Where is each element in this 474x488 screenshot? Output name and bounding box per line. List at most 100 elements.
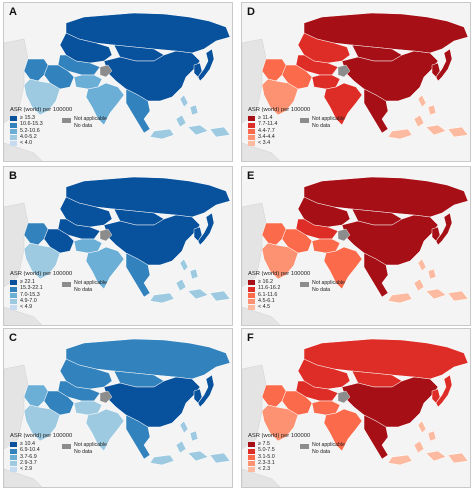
- legend-swatch: [248, 454, 255, 460]
- map-legend: ASR (world) per 100000 ≥ 7.5 5.0-7.5 3.1-5.…: [248, 433, 368, 473]
- legend-label: 2.3-3.1: [258, 459, 275, 466]
- legend-swatch: [10, 122, 17, 128]
- legend-label: 6.9-10.4: [20, 447, 40, 454]
- legend-label: 6.1-11.6: [258, 291, 278, 298]
- no-data-swatch: [300, 288, 309, 293]
- region-arabia: [261, 242, 299, 280]
- region-arabia: [23, 78, 61, 116]
- legend-entry: 3.7-6.9: [10, 454, 130, 460]
- map-panel-d: D ASR (world) per 100000 ≥ 11.4 7.7-11.4 4.4…: [241, 2, 471, 162]
- legend-entry: 6.9-10.4: [10, 447, 130, 454]
- legend-label: < 3.4: [258, 139, 271, 146]
- legend-swatch: [248, 128, 255, 134]
- legend-swatch: [10, 460, 17, 466]
- legend-swatch: [248, 448, 255, 454]
- region-insular: [387, 420, 469, 466]
- no-data-label: No data: [312, 122, 331, 129]
- no-data-label: No data: [74, 286, 93, 293]
- map-panel-c: C ASR (world) per 100000 ≥ 10.4 6.9-10.4 3.7…: [3, 328, 233, 488]
- legend-label: 5.2-10.6: [20, 127, 40, 134]
- context-land: [4, 38, 43, 161]
- no-data-swatch: [62, 124, 71, 129]
- region-iran: [43, 64, 75, 90]
- not-applicable-swatch: [300, 117, 309, 123]
- not-applicable-label: Not applicable: [74, 116, 107, 123]
- map-legend: ASR (world) per 100000 ≥ 10.4 6.9-10.4 3.7-…: [10, 433, 130, 473]
- legend-entry: < 4.0: [10, 140, 130, 147]
- region-middle-east: [23, 222, 49, 246]
- region-iran: [43, 228, 75, 254]
- not-applicable-label: Not applicable: [312, 442, 345, 449]
- panel-letter: F: [247, 332, 254, 344]
- legend-entry: 3.1-5.0: [248, 454, 368, 460]
- legend-entry: 4.4-7.7: [248, 128, 368, 134]
- region-not-applicable: [99, 390, 113, 404]
- not-applicable-swatch: [300, 443, 309, 449]
- map-panel-f: F ASR (world) per 100000 ≥ 7.5 5.0-7.5 3.1-5…: [241, 328, 471, 488]
- legend-title: ASR (world) per 100000: [10, 433, 73, 439]
- region-south-asia: [73, 400, 103, 416]
- not-applicable-label: Not applicable: [312, 280, 345, 287]
- legend-label: 10.6-15.3: [20, 121, 43, 128]
- legend-entry: 4.9-7.0: [10, 298, 130, 304]
- choropleth-map: [242, 12, 469, 161]
- region-not-applicable: [337, 228, 351, 242]
- region-india: [323, 408, 363, 452]
- region-insular: [149, 258, 231, 304]
- region-japan: [435, 212, 453, 246]
- panel-letter: B: [9, 170, 17, 182]
- context-land: [4, 364, 43, 487]
- legend-swatch: [10, 305, 17, 311]
- region-indochina: [125, 414, 151, 460]
- legend-entry: ≥ 22.1: [10, 279, 130, 286]
- no-data-label: No data: [312, 286, 331, 293]
- region-arabia: [23, 242, 61, 280]
- region-indochina: [125, 88, 151, 134]
- region-japan: [197, 212, 215, 246]
- region-insular: [387, 258, 469, 304]
- region-indochina: [363, 252, 389, 298]
- legend-entry: 5.2-10.6: [10, 128, 130, 134]
- region-middle-east: [261, 384, 287, 408]
- legend-entry: 4.0-5.2: [10, 134, 130, 140]
- legend-swatch: [10, 448, 17, 454]
- region-india: [323, 246, 363, 290]
- map-panel-b: B ASR (world) per 100000 ≥ 22.1 15.3-22.1 7.…: [3, 166, 233, 326]
- no-data-label: No data: [74, 122, 93, 129]
- region-iran: [281, 228, 313, 254]
- panel-letter: E: [247, 170, 255, 182]
- legend-label: 4.5-6.1: [258, 297, 275, 304]
- region-south-asia: [311, 74, 341, 90]
- legend-entry: < 2.3: [248, 466, 368, 473]
- legend-swatch: [10, 134, 17, 140]
- context-land: [242, 364, 281, 487]
- no-data-swatch: [62, 450, 71, 455]
- na-legend: Not applicable No data: [62, 443, 107, 455]
- region-middle-east: [23, 58, 49, 82]
- region-japan: [197, 48, 215, 82]
- choropleth-map: [4, 176, 231, 325]
- legend-swatch: [10, 298, 17, 304]
- legend-entry: ≥ 7.5: [248, 441, 368, 448]
- region-south-asia: [311, 400, 341, 416]
- region-arabia: [261, 404, 299, 442]
- na-legend: Not applicable No data: [62, 281, 107, 293]
- region-india: [323, 82, 363, 126]
- legend-label: ≥ 7.5: [258, 441, 270, 448]
- legend-label: < 4.9: [20, 303, 33, 310]
- legend-entry: 10.6-15.3: [10, 121, 130, 128]
- legend-swatch: [248, 467, 255, 473]
- not-applicable-label: Not applicable: [74, 280, 107, 287]
- legend-label: ≥ 16.2: [258, 279, 273, 286]
- legend-entry: 7.7-11.4: [248, 121, 368, 128]
- legend-label: < 4.5: [258, 303, 271, 310]
- legend-swatch: [10, 116, 17, 122]
- legend-swatch: [248, 141, 255, 147]
- region-insular: [387, 94, 469, 140]
- panel-letter: C: [9, 332, 17, 344]
- region-south-asia: [73, 238, 103, 254]
- region-russia: [65, 12, 231, 54]
- not-applicable-swatch: [62, 281, 71, 287]
- map-legend: ASR (world) per 100000 ≥ 22.1 15.3-22.1 7.0…: [10, 271, 130, 311]
- region-not-applicable: [337, 64, 351, 78]
